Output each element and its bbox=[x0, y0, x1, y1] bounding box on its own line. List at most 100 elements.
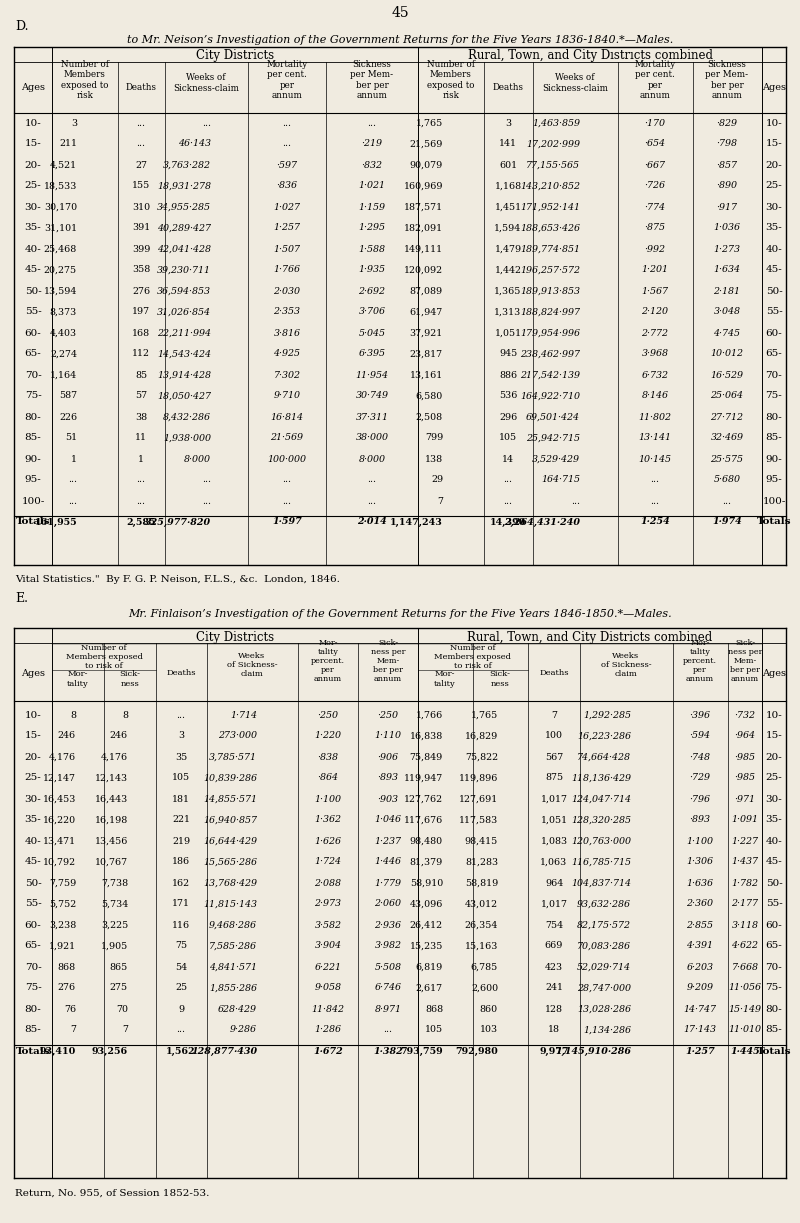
Text: 10,767: 10,767 bbox=[95, 857, 128, 867]
Text: 45-: 45- bbox=[25, 265, 42, 274]
Text: 2·360: 2·360 bbox=[686, 899, 714, 909]
Text: Weeks of
Sickness-claim: Weeks of Sickness-claim bbox=[173, 73, 239, 93]
Text: 10·012: 10·012 bbox=[710, 350, 743, 358]
Text: 296: 296 bbox=[499, 412, 517, 422]
Text: ·594: ·594 bbox=[690, 731, 710, 740]
Text: 54: 54 bbox=[175, 963, 187, 971]
Text: Totals: Totals bbox=[757, 1047, 791, 1055]
Text: 37,921: 37,921 bbox=[410, 329, 443, 338]
Text: 1,562: 1,562 bbox=[166, 1047, 196, 1055]
Text: 45-: 45- bbox=[766, 857, 782, 867]
Text: ...: ... bbox=[137, 497, 146, 505]
Text: 85: 85 bbox=[135, 371, 147, 379]
Text: 98,415: 98,415 bbox=[465, 837, 498, 845]
Text: 60-: 60- bbox=[25, 329, 42, 338]
Text: 1,921: 1,921 bbox=[49, 942, 76, 950]
Text: 164·715: 164·715 bbox=[541, 476, 580, 484]
Text: 10-: 10- bbox=[25, 711, 42, 719]
Text: 20-: 20- bbox=[766, 160, 782, 170]
Text: 179,954·996: 179,954·996 bbox=[520, 329, 580, 338]
Text: Number of
Members
exposed to
risk: Number of Members exposed to risk bbox=[61, 60, 109, 100]
Text: ·864: ·864 bbox=[318, 773, 338, 783]
Text: 945: 945 bbox=[499, 350, 517, 358]
Text: 567: 567 bbox=[545, 752, 563, 762]
Text: 171: 171 bbox=[172, 899, 190, 909]
Text: 5,734: 5,734 bbox=[101, 899, 128, 909]
Text: ·964: ·964 bbox=[734, 731, 755, 740]
Text: 1,451: 1,451 bbox=[494, 203, 522, 212]
Text: ...: ... bbox=[503, 497, 513, 505]
Text: 127,762: 127,762 bbox=[404, 795, 443, 804]
Text: 2·177: 2·177 bbox=[731, 899, 758, 909]
Text: 10-: 10- bbox=[766, 119, 782, 127]
Text: 149,111: 149,111 bbox=[404, 245, 443, 253]
Text: 2·936: 2·936 bbox=[374, 921, 402, 929]
Text: 1: 1 bbox=[71, 455, 77, 464]
Text: Rural, Town, and City Dıstrıcts combined: Rural, Town, and City Dıstrıcts combined bbox=[467, 49, 713, 62]
Text: 6,580: 6,580 bbox=[416, 391, 443, 400]
Text: 1,017: 1,017 bbox=[541, 795, 567, 804]
Text: 80-: 80- bbox=[25, 412, 42, 422]
Text: Totals: Totals bbox=[16, 1047, 50, 1055]
Text: 65-: 65- bbox=[25, 942, 42, 950]
Text: 4·622: 4·622 bbox=[731, 942, 758, 950]
Text: 1·779: 1·779 bbox=[374, 878, 402, 888]
Text: 2·060: 2·060 bbox=[374, 899, 402, 909]
Text: 3: 3 bbox=[505, 119, 511, 127]
Text: 217,542·139: 217,542·139 bbox=[520, 371, 580, 379]
Text: 3,529·429: 3,529·429 bbox=[532, 455, 580, 464]
Text: 4,841·571: 4,841·571 bbox=[209, 963, 257, 971]
Text: 4·925: 4·925 bbox=[274, 350, 301, 358]
Text: 81,283: 81,283 bbox=[465, 857, 498, 867]
Text: 4·745: 4·745 bbox=[714, 329, 741, 338]
Text: 55-: 55- bbox=[766, 899, 782, 909]
Text: 1,594: 1,594 bbox=[494, 224, 522, 232]
Text: 112: 112 bbox=[132, 350, 150, 358]
Text: 601: 601 bbox=[499, 160, 517, 170]
Text: 1,855·286: 1,855·286 bbox=[209, 983, 257, 993]
Text: 52,029·714: 52,029·714 bbox=[577, 963, 631, 971]
Text: 310: 310 bbox=[132, 203, 150, 212]
Text: 14·747: 14·747 bbox=[683, 1004, 717, 1014]
Text: 120,763·000: 120,763·000 bbox=[571, 837, 631, 845]
Text: 13,456: 13,456 bbox=[94, 837, 128, 845]
Text: 1,313: 1,313 bbox=[494, 307, 522, 317]
Text: 11,815·143: 11,815·143 bbox=[203, 899, 257, 909]
Text: 70: 70 bbox=[116, 1004, 128, 1014]
Text: 1,292·285: 1,292·285 bbox=[583, 711, 631, 719]
Text: 15-: 15- bbox=[25, 731, 42, 740]
Text: 1·100: 1·100 bbox=[686, 837, 714, 845]
Text: 17,202·999: 17,202·999 bbox=[526, 139, 580, 148]
Text: Ages: Ages bbox=[21, 83, 45, 93]
Text: 3,238: 3,238 bbox=[49, 921, 76, 929]
Text: ·836: ·836 bbox=[277, 181, 298, 191]
Text: 5·680: 5·680 bbox=[714, 476, 741, 484]
Text: 196,257·572: 196,257·572 bbox=[520, 265, 580, 274]
Text: 8·971: 8·971 bbox=[374, 1004, 402, 1014]
Text: 95-: 95- bbox=[766, 476, 782, 484]
Text: City Districts: City Districts bbox=[196, 631, 274, 643]
Text: 1·254: 1·254 bbox=[640, 517, 670, 526]
Text: 27: 27 bbox=[135, 160, 147, 170]
Text: ...: ... bbox=[137, 119, 146, 127]
Text: Weeks
of Sickness-
claim: Weeks of Sickness- claim bbox=[601, 652, 651, 679]
Text: 60-: 60- bbox=[25, 921, 42, 929]
Text: Mor-
tality: Mor- tality bbox=[434, 670, 456, 687]
Text: 13,471: 13,471 bbox=[43, 837, 76, 845]
Text: ...: ... bbox=[282, 497, 291, 505]
Text: 868: 868 bbox=[58, 963, 76, 971]
Text: 1·567: 1·567 bbox=[642, 286, 669, 296]
Text: 1·286: 1·286 bbox=[314, 1026, 342, 1035]
Text: 81,379: 81,379 bbox=[410, 857, 443, 867]
Text: 75-: 75- bbox=[766, 391, 782, 400]
Text: 70-: 70- bbox=[766, 371, 782, 379]
Text: Sick-
ness: Sick- ness bbox=[490, 670, 510, 687]
Text: 2,508: 2,508 bbox=[416, 412, 443, 422]
Text: 5·045: 5·045 bbox=[358, 329, 386, 338]
Text: Ages: Ages bbox=[762, 669, 786, 678]
Text: 246: 246 bbox=[58, 731, 76, 740]
Text: 40-: 40- bbox=[766, 837, 782, 845]
Text: 188,653·426: 188,653·426 bbox=[520, 224, 580, 232]
Text: 423: 423 bbox=[545, 963, 563, 971]
Text: 1,051: 1,051 bbox=[541, 816, 567, 824]
